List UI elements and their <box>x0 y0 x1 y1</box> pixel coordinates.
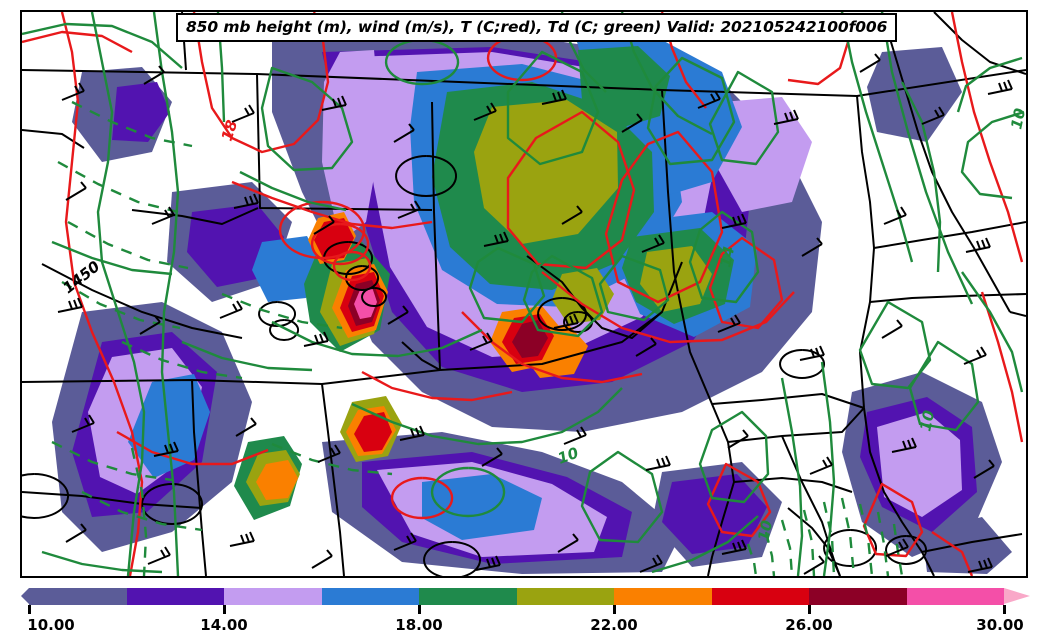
colorbar-segment-28-30 <box>906 588 1004 605</box>
colorbar-segment-20-22 <box>516 588 614 605</box>
contour-label-td10-c: 10 <box>916 409 938 433</box>
dewpoint-contours <box>22 12 1025 576</box>
contour-label-td10-b: 10 <box>1007 107 1026 131</box>
colorbar-tick-label-3: 22.00 <box>590 616 638 634</box>
colorbar-tick-3 <box>613 605 616 614</box>
colorbar-segment-22-24 <box>614 588 712 605</box>
contour-label-td10-d: 10 <box>754 519 776 543</box>
contour-label-t18: 18 <box>218 118 242 143</box>
height-contours <box>22 155 927 576</box>
colorbar-tick-4 <box>808 605 811 614</box>
colorbar-segment-26-28 <box>809 588 907 605</box>
map-canvas: 1450 18 10 10 10 10 14 <box>22 12 1026 576</box>
colorbar-gradient[interactable] <box>29 588 1004 605</box>
dewpoint-contours-dashed <box>51 100 904 576</box>
colorbar-tick-5 <box>1003 605 1006 614</box>
map-panel[interactable]: 1450 18 10 10 10 10 14 <box>20 10 1028 578</box>
colorbar-segment-14-16 <box>224 588 322 605</box>
colorbar-tick-label-0: 10.00 <box>27 616 75 634</box>
colorbar-extend-max-arrow <box>1004 588 1030 604</box>
colorbar-tick-2 <box>418 605 421 614</box>
colorbar[interactable]: 10.00 14.00 18.00 22.00 26.00 30.00 <box>0 586 1037 634</box>
colorbar-tick-label-2: 18.00 <box>395 616 443 634</box>
colorbar-tick-1 <box>223 605 226 614</box>
colorbar-tick-0 <box>28 605 31 614</box>
colorbar-segment-12-14 <box>126 588 224 605</box>
map-title: 850 mb height (m), wind (m/s), T (C;red)… <box>176 13 898 42</box>
colorbar-extend-min-arrow <box>21 588 29 604</box>
colorbar-tick-label-4: 26.00 <box>785 616 833 634</box>
colorbar-segment-24-26 <box>711 588 809 605</box>
state-boundaries <box>22 12 1026 576</box>
colorbar-segment-10-12 <box>29 588 127 605</box>
colorbar-segment-16-18 <box>321 588 419 605</box>
contour-label-td14: 14 <box>716 245 738 269</box>
colorbar-segment-18-20 <box>419 588 517 605</box>
colorbar-tick-label-5: 30.00 <box>976 616 1024 634</box>
filled-contour-field <box>52 30 1012 574</box>
colorbar-tick-label-1: 14.00 <box>200 616 248 634</box>
